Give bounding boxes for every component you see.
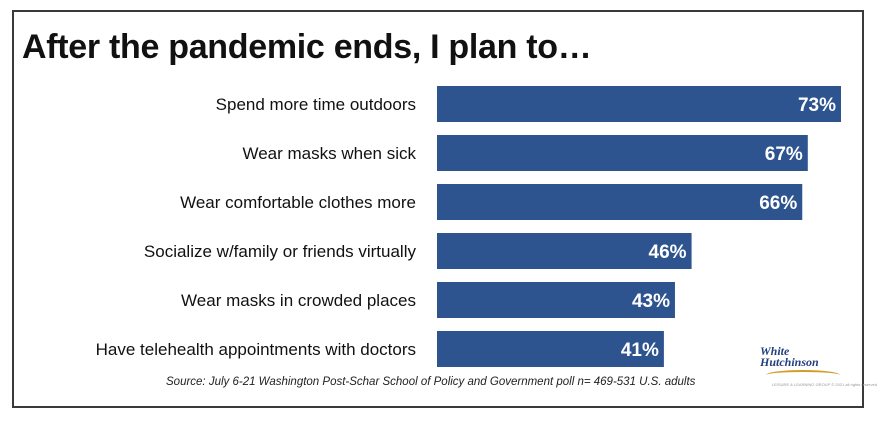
category-label: Wear comfortable clothes more — [180, 193, 416, 212]
value-label: 43% — [632, 291, 670, 312]
bar — [437, 331, 664, 367]
category-label: Socialize w/family or friends virtually — [144, 242, 417, 261]
category-label: Have telehealth appointments with doctor… — [96, 340, 416, 359]
logo-wordmark: White Hutchinson — [760, 344, 846, 369]
logo-line-1: White — [760, 344, 790, 358]
value-label: 41% — [621, 340, 659, 361]
bar — [437, 135, 808, 171]
bar — [437, 86, 841, 122]
value-label: 73% — [798, 95, 836, 116]
value-label: 66% — [759, 193, 797, 214]
bars-group: Spend more time outdoors 73% Wear masks wh… — [96, 86, 841, 367]
logo-swoosh-icon — [766, 370, 840, 380]
white-hutchinson-logo: White Hutchinson LEISURE & LEARNING GROU… — [760, 344, 877, 392]
value-label: 67% — [765, 144, 803, 165]
category-label: Wear masks in crowded places — [181, 291, 416, 310]
logo-tagline-text: LEISURE & LEARNING GROUP — [772, 382, 831, 387]
bar — [437, 184, 803, 220]
category-label: Wear masks when sick — [242, 144, 416, 163]
logo-line-2: Hutchinson — [760, 355, 819, 369]
logo-tagline: LEISURE & LEARNING GROUP © 2021 all righ… — [772, 382, 877, 387]
category-label: Spend more time outdoors — [216, 95, 416, 114]
value-label: 46% — [649, 242, 687, 263]
source-note: Source: July 6-21 Washington Post-Schar … — [166, 376, 696, 388]
bar — [437, 233, 692, 269]
chart-title: After the pandemic ends, I plan to… — [22, 28, 592, 66]
logo-copyright: © 2021 all rights reserved — [831, 382, 877, 387]
bar — [437, 282, 675, 318]
